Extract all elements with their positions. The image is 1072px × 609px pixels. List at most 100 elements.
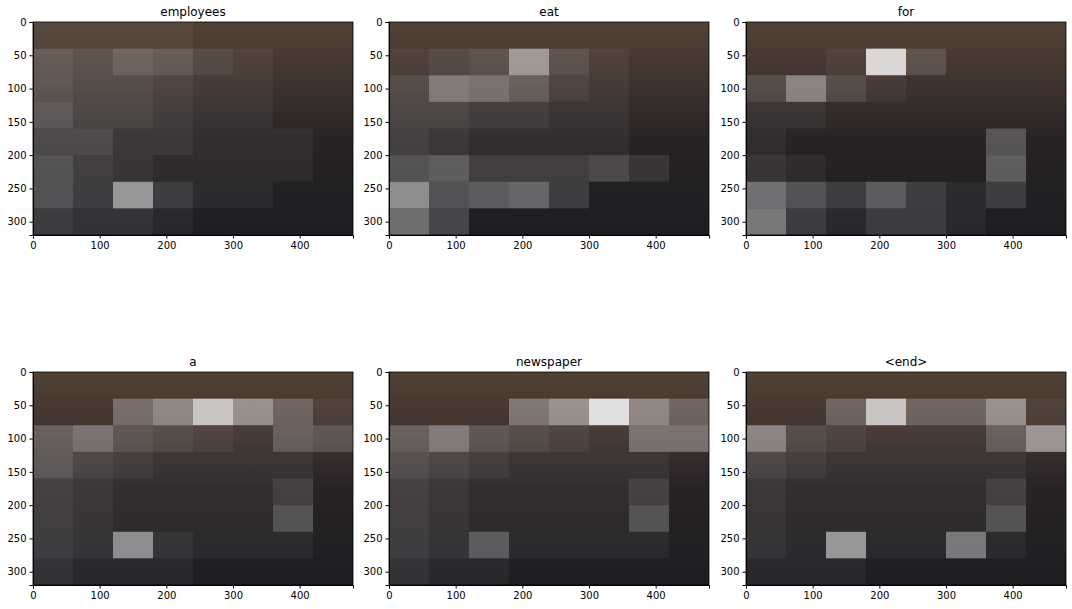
axis-line: [390, 586, 710, 589]
attention-cell: [746, 399, 786, 426]
attention-cell: [469, 22, 509, 49]
tick-mark: [656, 235, 657, 239]
attention-cell: [589, 399, 629, 426]
tick: 400: [291, 235, 310, 251]
tick-mark: [30, 538, 34, 539]
frame: [389, 22, 709, 235]
attention-cell: [429, 208, 469, 235]
attention-cell: [786, 49, 826, 76]
attention-cell: [153, 452, 193, 479]
tick: 150: [363, 117, 389, 128]
attention-cell: [589, 49, 629, 76]
attention-cell: [549, 505, 589, 532]
attention-cell: [629, 532, 669, 559]
tick-mark: [386, 155, 390, 156]
attention-cell: [826, 49, 866, 76]
attention-cell: [1026, 208, 1066, 235]
attention-cell: [509, 129, 549, 156]
attention-cell: [33, 208, 73, 235]
attention-cell: [589, 102, 629, 129]
attention-cell: [549, 155, 589, 182]
panel-title: eat: [539, 5, 559, 19]
tick-label: 400: [647, 590, 666, 601]
attention-cell: [153, 155, 193, 182]
tick-mark: [456, 235, 457, 239]
attention-cell: [313, 49, 353, 76]
attention-cell: [786, 399, 826, 426]
tick-label: 200: [7, 150, 26, 161]
attention-cell: [906, 532, 946, 559]
attention-cell: [946, 102, 986, 129]
attention-cell: [746, 49, 786, 76]
attention-cell: [866, 532, 906, 559]
tick-label: 100: [7, 433, 26, 444]
attention-cell: [153, 49, 193, 76]
tick-mark: [300, 235, 301, 239]
axis-line: [390, 236, 710, 239]
frame: [746, 22, 1066, 235]
attention-cell: [469, 505, 509, 532]
tick-mark: [30, 405, 34, 406]
tick-mark: [386, 405, 390, 406]
attention-cell: [233, 129, 273, 156]
x-axis: 0100200300400: [743, 585, 1066, 601]
attention-cell: [33, 182, 73, 209]
attention-cell: [509, 182, 549, 209]
attention-cell: [669, 22, 709, 49]
attention-cell: [629, 479, 669, 506]
frame: [389, 372, 709, 585]
attention-cell: [906, 75, 946, 102]
tick-mark: [30, 472, 34, 473]
attention-cell: [866, 558, 906, 585]
tick-label: 200: [870, 590, 889, 601]
tick: 400: [647, 585, 666, 601]
attention-cell: [746, 22, 786, 49]
attention-cell: [113, 182, 153, 209]
tick-label: 0: [386, 240, 392, 251]
attention-cell: [866, 49, 906, 76]
tick-mark: [30, 55, 34, 56]
attention-cell: [1026, 558, 1066, 585]
attention-cell: [669, 75, 709, 102]
tick: 300: [720, 566, 746, 577]
attention-cell: [113, 22, 153, 49]
attention-cell: [589, 182, 629, 209]
tick: 200: [720, 150, 746, 161]
attention-cell: [509, 372, 549, 399]
tick-label: 300: [937, 240, 956, 251]
attention-cell: [429, 155, 469, 182]
tick: 50: [14, 50, 33, 61]
tick: 400: [1004, 235, 1023, 251]
tick: 100: [720, 83, 746, 94]
attention-cell: [113, 425, 153, 452]
tick: 0: [376, 17, 389, 28]
tick-mark: [879, 235, 880, 239]
tick: 200: [720, 500, 746, 511]
attention-cell: [946, 182, 986, 209]
attention-cell: [549, 372, 589, 399]
attention-cell: [946, 22, 986, 49]
attention-cell: [549, 49, 589, 76]
attention-cell: [469, 102, 509, 129]
tick: 150: [720, 117, 746, 128]
attention-cell: [313, 425, 353, 452]
attention-cell: [669, 479, 709, 506]
panel: 0100200300400050100150200250300eat: [363, 5, 709, 251]
tick-mark: [1013, 235, 1014, 239]
x-axis: 0100200300400: [30, 585, 353, 601]
tick-mark: [30, 89, 34, 90]
attention-cell: [33, 155, 73, 182]
x-axis: 0100200300400: [386, 585, 709, 601]
tick-label: 200: [363, 500, 382, 511]
tick: 50: [370, 400, 389, 411]
attention-cell: [113, 129, 153, 156]
attention-cell: [669, 208, 709, 235]
attention-cell: [509, 505, 549, 532]
attention-cell: [113, 532, 153, 559]
attention-cell: [986, 22, 1026, 49]
tick-label: 0: [20, 17, 26, 28]
attention-cell: [113, 399, 153, 426]
plot-area: [33, 372, 353, 585]
tick-mark: [386, 538, 390, 539]
attention-cell: [946, 399, 986, 426]
